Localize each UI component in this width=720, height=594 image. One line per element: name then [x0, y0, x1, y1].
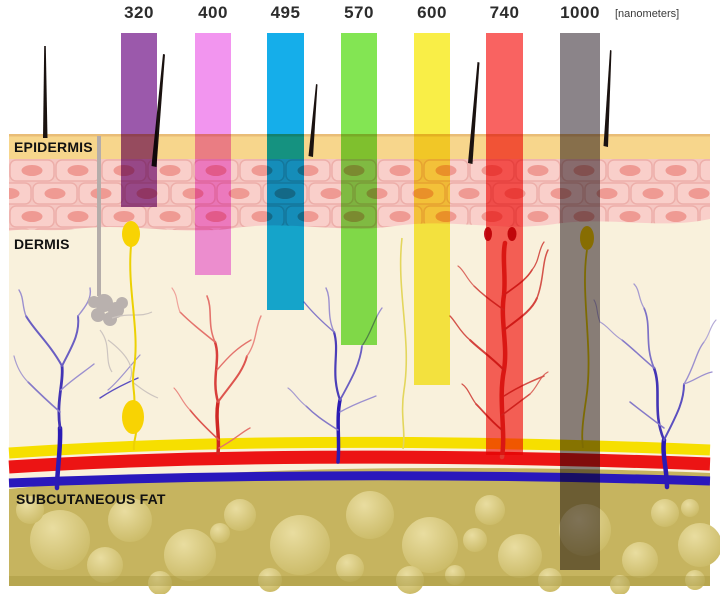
epidermis-cell-layer: [9, 159, 710, 231]
hair-icon: [468, 62, 480, 164]
hair-icon: [308, 84, 318, 157]
hair-icon: [43, 46, 48, 138]
sweat-gland-yellow-left: [122, 221, 144, 451]
vein-tree-left: [13, 287, 141, 491]
sweat-gland-duct-middle: [399, 237, 408, 450]
hairs: [43, 46, 612, 167]
unit-label: [nanometers]: [615, 8, 680, 20]
epidermis-label: EPIDERMIS: [14, 139, 93, 155]
artery-tree-small: [171, 287, 262, 455]
dermis-label: DERMIS: [14, 236, 70, 252]
vein-tree-right: [593, 283, 717, 490]
subcutaneous-fat-label: SUBCUTANEOUS FAT: [16, 491, 166, 507]
hair-icon: [603, 50, 612, 147]
sweat-gland-gray: [88, 136, 159, 399]
subcutaneous-fat-layer: [9, 468, 720, 594]
